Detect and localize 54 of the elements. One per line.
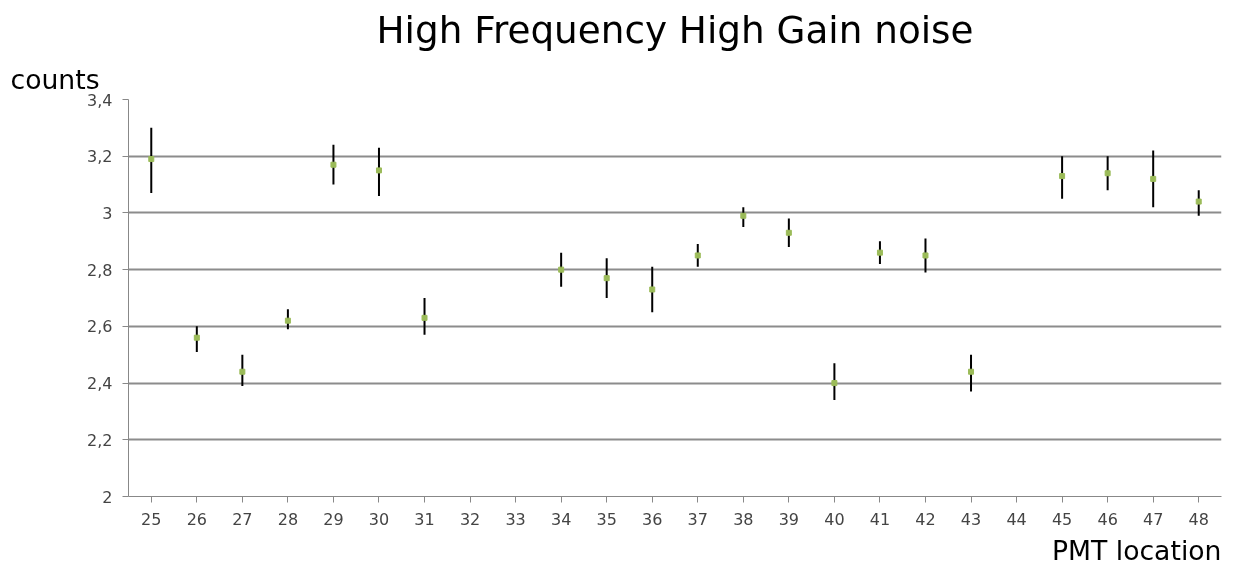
point xyxy=(330,161,337,168)
x-tick-label: 30 xyxy=(368,509,390,529)
point xyxy=(876,249,883,256)
x-tick-label: 28 xyxy=(277,509,299,529)
point xyxy=(239,368,246,375)
point xyxy=(922,252,929,259)
y-tick-label: 2 xyxy=(102,487,113,507)
x-tick-label: 35 xyxy=(596,509,617,529)
x-tick-label: 43 xyxy=(960,509,982,529)
x-tick-label: 34 xyxy=(550,509,572,529)
x-tick-label: 40 xyxy=(824,509,845,529)
point xyxy=(1195,198,1202,205)
x-tick-label: 26 xyxy=(186,509,207,529)
point xyxy=(193,334,200,341)
x-tick-label: 39 xyxy=(778,509,800,529)
x-tick-label: 25 xyxy=(141,509,162,529)
point xyxy=(284,317,291,324)
point xyxy=(1059,173,1066,180)
x-tick-label: 32 xyxy=(459,509,481,529)
x-tick-label: 42 xyxy=(915,509,936,529)
point xyxy=(785,229,792,236)
x-tick-label: 37 xyxy=(687,509,708,529)
x-tick-label: 46 xyxy=(1097,509,1118,529)
point xyxy=(831,380,838,387)
x-tick-label: 27 xyxy=(232,509,253,529)
y-tick-label: 2,8 xyxy=(87,260,113,280)
x-tick-label: 33 xyxy=(505,509,526,529)
x-tick-label: 38 xyxy=(733,509,754,529)
chart-title: High Frequency High Gain noise xyxy=(376,7,974,52)
y-tick-label: 2,2 xyxy=(87,430,113,450)
x-tick-label: 48 xyxy=(1188,509,1209,529)
point xyxy=(375,167,382,174)
point xyxy=(1150,175,1157,182)
x-tick-label: 44 xyxy=(1006,509,1027,529)
y-tick-label: 3,2 xyxy=(87,147,113,167)
point xyxy=(740,212,747,219)
x-tick-label: 47 xyxy=(1143,509,1164,529)
point xyxy=(649,286,656,293)
point xyxy=(603,275,610,282)
point xyxy=(558,266,565,273)
point xyxy=(1104,170,1111,177)
point xyxy=(968,368,975,375)
y-tick-label: 2,6 xyxy=(87,317,113,337)
x-axis-title: PMT location xyxy=(1051,534,1222,566)
point xyxy=(148,156,155,163)
y-tick-label: 2,4 xyxy=(87,374,113,394)
x-tick-label: 41 xyxy=(869,509,891,529)
x-tick-label: 29 xyxy=(323,509,344,529)
x-tick-label: 36 xyxy=(642,509,663,529)
point xyxy=(421,314,428,321)
x-tick-label: 45 xyxy=(1051,509,1073,529)
point xyxy=(694,252,701,259)
y-tick-label: 3 xyxy=(102,203,113,223)
x-tick-label: 31 xyxy=(414,509,435,529)
